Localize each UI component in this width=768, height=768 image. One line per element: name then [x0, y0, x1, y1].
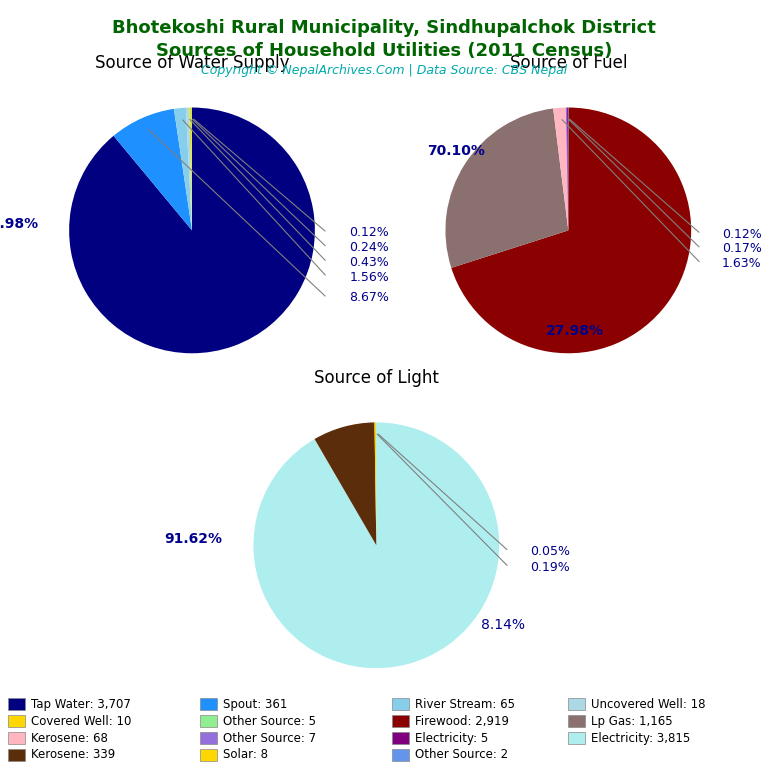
Text: 0.17%: 0.17% — [722, 243, 762, 255]
Wedge shape — [375, 422, 376, 545]
Text: Copyright © NepalArchives.Com | Data Source: CBS Nepal: Copyright © NepalArchives.Com | Data Sou… — [201, 64, 567, 77]
Text: Solar: 8: Solar: 8 — [223, 749, 268, 761]
Text: 70.10%: 70.10% — [427, 144, 485, 157]
Text: 0.12%: 0.12% — [349, 227, 389, 240]
Wedge shape — [452, 108, 691, 353]
Text: 0.05%: 0.05% — [530, 545, 570, 558]
Text: 1.63%: 1.63% — [722, 257, 762, 270]
Wedge shape — [315, 422, 376, 545]
Wedge shape — [174, 108, 192, 230]
Text: Other Source: 2: Other Source: 2 — [415, 749, 508, 761]
Text: 1.56%: 1.56% — [349, 270, 389, 283]
Text: Lp Gas: 1,165: Lp Gas: 1,165 — [591, 715, 673, 727]
Text: Sources of Household Utilities (2011 Census): Sources of Household Utilities (2011 Cen… — [156, 42, 612, 60]
Text: Tap Water: 3,707: Tap Water: 3,707 — [31, 698, 131, 710]
Wedge shape — [114, 109, 192, 230]
Text: 8.67%: 8.67% — [349, 292, 389, 304]
Text: Kerosene: 68: Kerosene: 68 — [31, 732, 108, 744]
Title: Source of Water Supply: Source of Water Supply — [94, 55, 290, 72]
Text: Kerosene: 339: Kerosene: 339 — [31, 749, 115, 761]
Text: 27.98%: 27.98% — [545, 324, 604, 338]
Wedge shape — [567, 108, 568, 230]
Text: Other Source: 5: Other Source: 5 — [223, 715, 316, 727]
Text: 91.62%: 91.62% — [164, 532, 223, 546]
Wedge shape — [69, 108, 315, 353]
Text: Other Source: 7: Other Source: 7 — [223, 732, 316, 744]
Wedge shape — [553, 108, 568, 230]
Wedge shape — [253, 422, 499, 668]
Text: Electricity: 5: Electricity: 5 — [415, 732, 488, 744]
Text: 0.12%: 0.12% — [722, 227, 762, 240]
Text: Covered Well: 10: Covered Well: 10 — [31, 715, 131, 727]
Wedge shape — [189, 108, 192, 230]
Text: River Stream: 65: River Stream: 65 — [415, 698, 515, 710]
Text: 0.19%: 0.19% — [530, 561, 570, 574]
Wedge shape — [191, 108, 192, 230]
Wedge shape — [566, 108, 568, 230]
Text: Electricity: 3,815: Electricity: 3,815 — [591, 732, 690, 744]
Text: 8.14%: 8.14% — [481, 618, 525, 632]
Wedge shape — [186, 108, 192, 230]
Text: Firewood: 2,919: Firewood: 2,919 — [415, 715, 508, 727]
Title: Source of Light: Source of Light — [314, 369, 439, 387]
Wedge shape — [445, 108, 568, 268]
Text: 88.98%: 88.98% — [0, 217, 38, 231]
Text: Bhotekoshi Rural Municipality, Sindhupalchok District: Bhotekoshi Rural Municipality, Sindhupal… — [112, 19, 656, 37]
Text: Spout: 361: Spout: 361 — [223, 698, 287, 710]
Title: Source of Fuel: Source of Fuel — [510, 55, 627, 72]
Text: 0.43%: 0.43% — [349, 256, 389, 269]
Text: Uncovered Well: 18: Uncovered Well: 18 — [591, 698, 706, 710]
Text: 0.24%: 0.24% — [349, 241, 389, 254]
